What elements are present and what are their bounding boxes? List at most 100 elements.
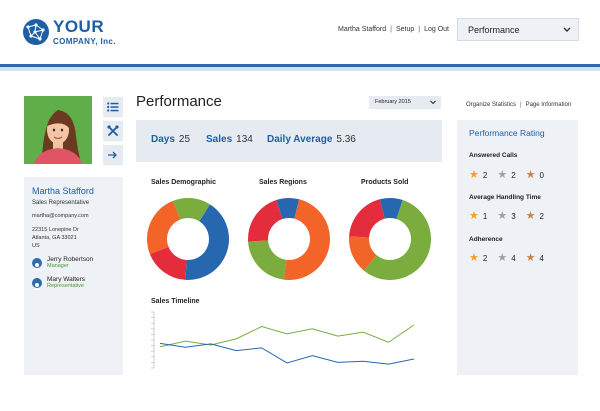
rating-value: 3: [511, 211, 516, 221]
products-sold-chart: [349, 198, 431, 280]
silver-star-icon: ★: [497, 169, 508, 181]
page-title: Performance: [136, 93, 222, 110]
rating-section-label: Average Handling Time: [469, 194, 541, 201]
profile-name: Martha Stafford: [32, 186, 94, 196]
gold-star-icon: ★: [469, 169, 479, 181]
right-links: Organize Statistics | Page Information: [466, 102, 572, 108]
header-rule: [0, 64, 600, 67]
arrow-right-icon: [108, 151, 117, 159]
donut-slice: [283, 199, 330, 280]
rating-value: 0: [539, 170, 544, 180]
donut-slice: [185, 204, 230, 280]
sales-demographic-chart: [147, 198, 230, 280]
avatar: [24, 96, 92, 164]
list-button[interactable]: [103, 97, 123, 117]
chart-title: Sales Demographic: [151, 179, 216, 186]
gold-star-icon: ★: [469, 210, 479, 222]
chart-title: Sales Regions: [259, 179, 307, 186]
donut-slice: [363, 200, 431, 280]
stat-sales: Sales 134: [206, 134, 253, 145]
rating-value: 2: [539, 211, 544, 221]
timeline-series-line: [159, 324, 415, 348]
chart-title: Sales Timeline: [151, 298, 200, 305]
stat-value: 5.36: [336, 134, 356, 145]
rating-title: Performance Rating: [469, 128, 545, 138]
view-select-value: Performance: [468, 25, 520, 35]
list-icon: [107, 102, 119, 112]
contact-item[interactable]: Jerry Robertson Manager: [32, 256, 94, 270]
stat-days: Days 25: [151, 134, 190, 145]
header-rule-shadow: [0, 67, 600, 71]
bronze-star-icon: ★: [525, 252, 536, 264]
rating-row: ★ 1 ★ 3 ★ 2: [469, 210, 554, 222]
stat-daily-average: Daily Average 5.36: [267, 134, 356, 145]
header-user-link[interactable]: Martha Stafford: [338, 26, 387, 33]
sales-regions-chart: [248, 198, 330, 280]
sales-timeline-chart: [151, 311, 415, 369]
logout-link[interactable]: Log Out: [424, 26, 449, 33]
contact-role: Representative: [47, 283, 84, 289]
donut-slice: [147, 200, 181, 255]
performance-rating-card: Performance Rating Answered Calls ★ 2 ★ 2 …: [457, 120, 578, 375]
donut-slice: [149, 246, 187, 280]
profile-email[interactable]: martha@company.com: [32, 213, 89, 219]
rating-value: 1: [482, 211, 488, 221]
stat-label: Daily Average: [267, 134, 333, 145]
forward-button[interactable]: [103, 145, 123, 165]
profile-role: Sales Representative: [32, 200, 90, 206]
timeline-series-line: [159, 342, 415, 365]
address-line: Atlanta, GA 33021: [32, 235, 77, 241]
rating-section-label: Adherence: [469, 236, 503, 243]
stat-label: Sales: [206, 134, 233, 145]
rating-value: 2: [511, 170, 516, 180]
bronze-star-icon: ★: [525, 210, 536, 222]
stat-label: Days: [151, 134, 175, 145]
page-information-link[interactable]: Page Information: [525, 102, 572, 108]
chevron-down-icon: [429, 97, 437, 109]
setup-link[interactable]: Setup: [395, 26, 415, 33]
rating-value: 2: [482, 253, 488, 263]
tools-button[interactable]: [103, 121, 123, 141]
rating-section-label: Answered Calls: [469, 152, 518, 159]
chart-title: Products Sold: [361, 179, 409, 186]
person-icon: [32, 278, 42, 290]
chevron-down-icon: [562, 23, 572, 40]
donut-slice: [248, 240, 287, 280]
bronze-star-icon: ★: [525, 169, 536, 181]
silver-star-icon: ★: [497, 252, 508, 264]
tools-icon: [107, 125, 119, 136]
donut-slice: [276, 198, 300, 220]
rating-row: ★ 2 ★ 2 ★ 0: [469, 169, 554, 181]
profile-card: Martha Stafford Sales Representative mar…: [24, 177, 123, 375]
rating-value: 4: [511, 253, 516, 263]
donut-slice: [349, 199, 385, 238]
brand-subtitle: COMPANY, Inc.: [53, 37, 116, 46]
contact-name: Jerry Robertson: [47, 256, 94, 263]
contact-role: Manager: [47, 263, 69, 269]
silver-star-icon: ★: [497, 210, 508, 222]
month-select[interactable]: February 2015: [369, 96, 441, 109]
person-icon: [32, 258, 42, 270]
header-links: Martha Stafford | Setup | Log Out: [338, 26, 449, 33]
stat-value: 25: [178, 134, 191, 145]
view-select[interactable]: Performance: [457, 18, 579, 41]
address-line: 22315 Lonepine Dr: [32, 227, 79, 233]
rating-value: 2: [482, 170, 488, 180]
profile-address: 22315 Lonepine Dr Atlanta, GA 33021 US: [32, 226, 79, 250]
gold-star-icon: ★: [469, 252, 479, 264]
donut-slice: [379, 198, 403, 220]
donut-slice: [172, 198, 210, 222]
donut-slice: [248, 200, 283, 242]
company-logo-icon: [23, 19, 49, 45]
contact-name: Mary Walters: [47, 276, 86, 283]
donut-slice: [349, 236, 377, 271]
brand-name: YOUR: [53, 17, 105, 36]
rating-row: ★ 2 ★ 4 ★ 4: [469, 252, 554, 264]
rating-value: 4: [539, 253, 544, 263]
organize-statistics-link[interactable]: Organize Statistics: [466, 102, 517, 108]
stats-bar: Days 25 Sales 134 Daily Average 5.36: [136, 120, 442, 162]
top-bar: YOUR COMPANY, Inc. Martha Stafford | Setup…: [0, 0, 600, 64]
contact-item[interactable]: Mary Walters Representative: [32, 276, 86, 290]
month-select-value: February 2015: [375, 99, 411, 105]
stat-value: 134: [236, 134, 253, 145]
